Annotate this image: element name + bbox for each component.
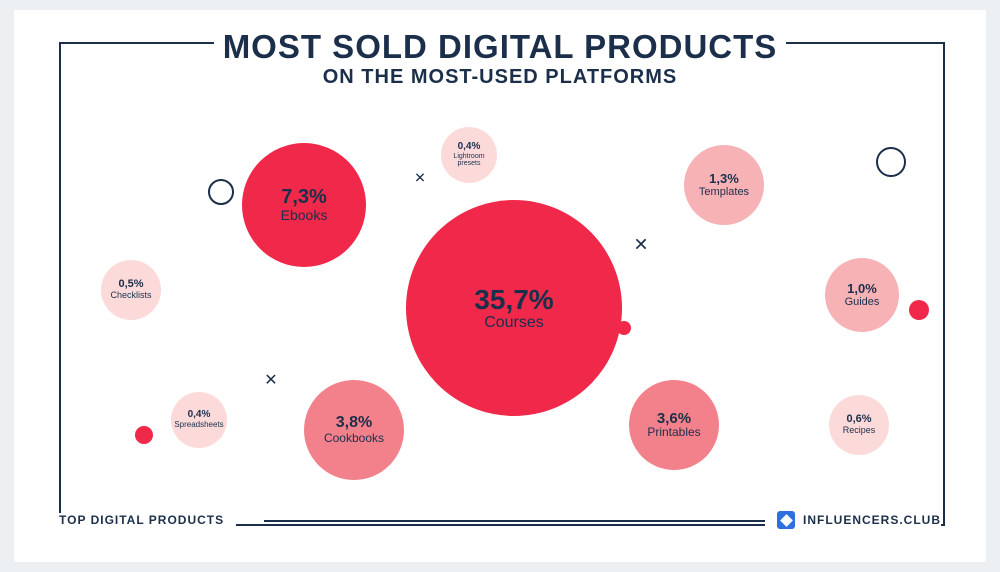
bubble-label: Spreadsheets (174, 421, 223, 430)
bubble-pct: 3,8% (336, 415, 372, 432)
bubble-label: Recipes (843, 426, 876, 436)
bubble-pct: 0,4% (458, 142, 481, 153)
infographic-card: MOST SOLD DIGITAL PRODUCTS ON THE MOST-U… (14, 10, 986, 562)
bubble-printables: 3,6%Printables (629, 380, 719, 470)
bubble-spreadsheets: 0,4%Spreadsheets (171, 392, 227, 448)
bubble-pct: 35,7% (474, 285, 553, 314)
footer-left-label: TOP DIGITAL PRODUCTS (59, 513, 236, 527)
bubble-pct: 1,3% (709, 172, 739, 186)
bubble-label: Lightroom presets (444, 153, 494, 168)
bubble-pct: 3,6% (657, 411, 691, 427)
decorative-dot (909, 300, 929, 320)
brand-logo-icon (777, 511, 795, 529)
bubble-label: Cookbooks (324, 432, 384, 445)
decorative-dot (135, 426, 153, 444)
decorative-x-icon: ✕ (633, 235, 648, 256)
decorative-x-icon: ✕ (264, 370, 277, 390)
bubble-label: Ebooks (281, 208, 328, 223)
brand-name: INFLUENCERS.CLUB (803, 513, 941, 527)
bubble-label: Guides (845, 296, 880, 308)
bubble-label: Printables (647, 426, 700, 439)
bubble-label: Checklists (110, 291, 151, 301)
footer-divider-line (264, 520, 774, 522)
bubble-checklists: 0,5%Checklists (101, 260, 161, 320)
bubble-pct: 7,3% (281, 187, 327, 208)
bubble-ebooks: 7,3%Ebooks (242, 143, 366, 267)
bubble-label: Courses (484, 314, 544, 332)
bubble-templates: 1,3%Templates (684, 145, 764, 225)
subtitle: ON THE MOST-USED PLATFORMS (14, 66, 986, 89)
bubble-courses: 35,7%Courses (406, 200, 622, 416)
decorative-ring (208, 179, 234, 205)
main-title: MOST SOLD DIGITAL PRODUCTS (14, 28, 986, 66)
footer-right-brand: INFLUENCERS.CLUB (765, 511, 941, 529)
decorative-x-icon: ✕ (414, 170, 426, 187)
decorative-dot (617, 321, 631, 335)
bubble-lightroom: 0,4%Lightroom presets (441, 127, 497, 183)
bubble-label: Templates (699, 186, 749, 198)
bubble-guides: 1,0%Guides (825, 258, 899, 332)
bubble-recipes: 0,6%Recipes (829, 395, 889, 455)
decorative-ring (876, 147, 906, 177)
bubble-cookbooks: 3,8%Cookbooks (304, 380, 404, 480)
bubble-pct: 1,0% (847, 282, 877, 296)
